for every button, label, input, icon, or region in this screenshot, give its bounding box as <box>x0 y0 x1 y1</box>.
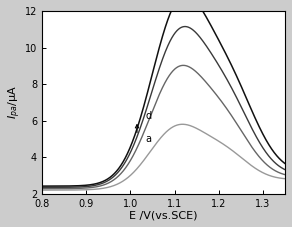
Text: a: a <box>146 134 152 144</box>
Y-axis label: $I_{pa}$/μA: $I_{pa}$/μA <box>7 86 23 119</box>
Text: d: d <box>146 111 152 121</box>
X-axis label: E /V(vs.SCE): E /V(vs.SCE) <box>129 210 198 220</box>
